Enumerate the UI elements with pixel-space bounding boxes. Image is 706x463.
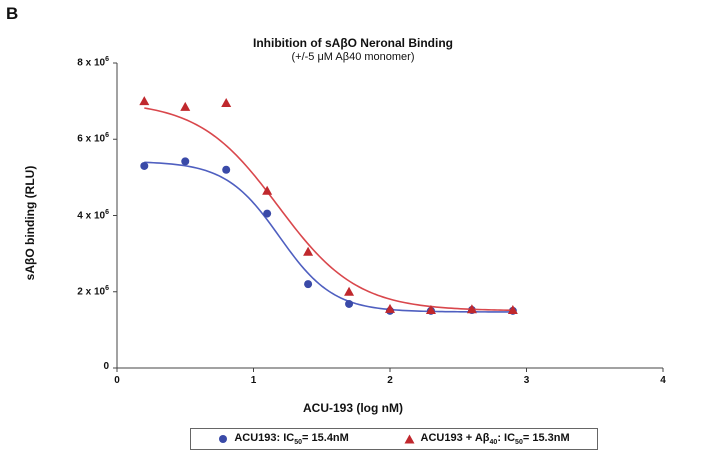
- x-tick-label: 0: [114, 375, 120, 386]
- y-tick-label: 6 x 106: [77, 132, 109, 145]
- data-point-series-0: [140, 161, 149, 170]
- data-point-series-0: [263, 209, 272, 218]
- data-point-series-1: [262, 185, 273, 195]
- fit-curve-series-0: [144, 161, 513, 313]
- legend-circle-marker: [219, 435, 228, 443]
- data-point-series-1: [425, 305, 436, 315]
- data-point-series-1: [344, 286, 355, 296]
- legend-triangle-marker: [404, 434, 415, 444]
- data-point-series-0: [181, 157, 190, 166]
- y-tick-label: 8 x 106: [77, 56, 109, 69]
- y-tick-label: 0: [103, 361, 109, 372]
- x-tick-label: 2: [387, 375, 393, 386]
- legend-label-acu193-abeta40: ACU193 + Aβ40: IC50= 15.3nM: [420, 431, 570, 447]
- x-tick-label: 3: [523, 375, 530, 386]
- x-axis-label: ACU-193 (log nM): [303, 401, 403, 415]
- chart-subtitle: (+/-5 μM Aβ40 monomer): [291, 51, 415, 63]
- data-point-series-1: [507, 305, 518, 315]
- data-point-series-1: [385, 303, 395, 313]
- data-point-series-0: [222, 165, 231, 174]
- data-point-series-1: [221, 98, 232, 108]
- chart-title: Inhibition of sAβO Neronal Binding: [253, 36, 453, 50]
- legend-item-acu193: ACU193: IC50= 15.4nM: [218, 431, 349, 447]
- data-point-series-0: [304, 280, 313, 289]
- y-tick-label: 2 x 106: [77, 284, 109, 298]
- fit-curve-series-1: [144, 107, 513, 312]
- data-point-series-1: [303, 246, 314, 256]
- legend-item-acu193-abeta40: ACU193 + Aβ40: IC50= 15.3nM: [404, 432, 570, 446]
- x-tick-label: 1: [250, 375, 257, 386]
- legend: ACU193: IC50= 15.4nM ACU193 + Aβ40: IC50…: [190, 428, 598, 450]
- legend-label-acu193: ACU193: IC50= 15.4nM: [234, 431, 349, 447]
- data-point-series-0: [345, 299, 354, 308]
- data-point-series-1: [180, 101, 191, 111]
- data-point-series-1: [466, 304, 477, 314]
- data-point-series-1: [139, 96, 150, 106]
- y-tick-label: 4 x 106: [77, 208, 109, 221]
- panel-label: B: [6, 4, 19, 23]
- x-tick-label: 4: [660, 375, 666, 386]
